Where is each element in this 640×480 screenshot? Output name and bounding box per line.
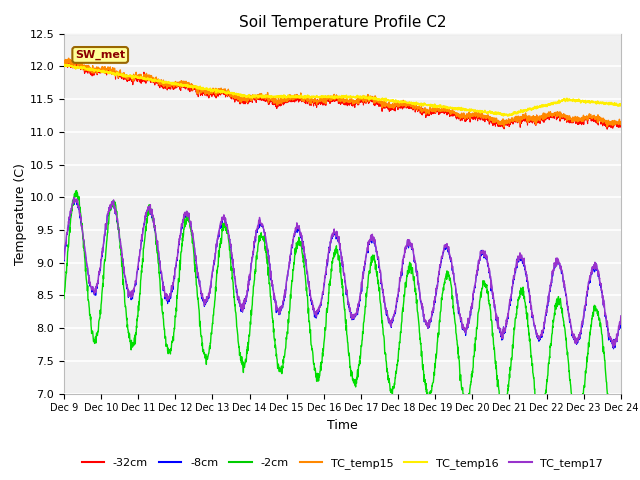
Legend: -32cm, -8cm, -2cm, TC_temp15, TC_temp16, TC_temp17: -32cm, -8cm, -2cm, TC_temp15, TC_temp16,… — [77, 453, 607, 473]
Y-axis label: Temperature (C): Temperature (C) — [13, 163, 27, 264]
Title: Soil Temperature Profile C2: Soil Temperature Profile C2 — [239, 15, 446, 30]
X-axis label: Time: Time — [327, 419, 358, 432]
Text: SW_met: SW_met — [75, 50, 125, 60]
